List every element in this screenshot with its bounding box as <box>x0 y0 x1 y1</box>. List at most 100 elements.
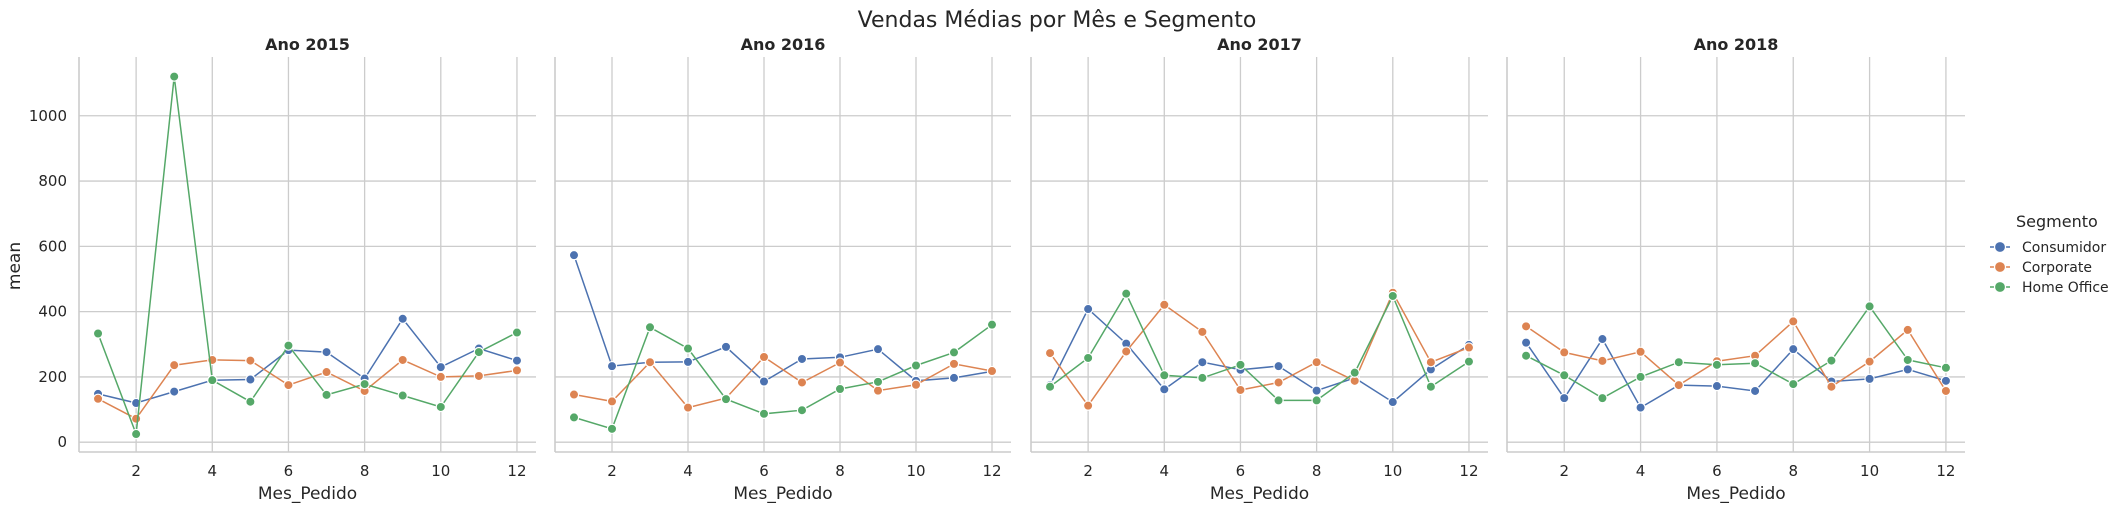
data-point-corporate <box>511 365 523 376</box>
x-tick-label: 8 <box>835 462 845 480</box>
data-point-home-office <box>169 71 180 82</box>
data-point-corporate <box>644 357 656 368</box>
x-tick-label: 8 <box>360 462 370 480</box>
data-point-corporate <box>1425 357 1437 368</box>
legend-entry-home-office: Home Office <box>1990 280 2109 296</box>
data-point-corporate <box>1940 385 1952 397</box>
series-line-home-office <box>97 76 518 435</box>
data-point-corporate <box>92 393 104 404</box>
legend-entry-consumidor: Consumidor <box>1990 240 2106 256</box>
x-tick-label: 2 <box>131 462 141 480</box>
series-line-home-office <box>1525 305 1947 399</box>
data-point-corporate <box>568 389 580 400</box>
facet-panel-3: Ano 2017 2 4 6 8 10 12 Mes_Pedido <box>1030 35 1488 504</box>
data-point-corporate <box>606 396 618 407</box>
data-point-home-office <box>1597 392 1608 404</box>
data-point-home-office <box>1559 370 1570 381</box>
data-point-home-office <box>986 319 998 330</box>
y-tick-label: 400 <box>38 303 67 321</box>
x-tick-label: 4 <box>1636 462 1646 480</box>
x-tick-label: 10 <box>1860 462 1879 480</box>
x-tick-label: 12 <box>1936 462 1955 480</box>
data-point-home-office <box>397 390 408 401</box>
legend-marker <box>1993 240 2007 254</box>
data-point-corporate <box>1235 384 1246 396</box>
data-point-corporate <box>1788 316 1799 327</box>
data-point-corporate <box>1463 342 1475 353</box>
x-tick-label: 4 <box>1160 462 1170 480</box>
data-point-home-office <box>1273 395 1284 406</box>
data-point-consumidor <box>568 249 580 261</box>
data-point-corporate <box>435 371 446 383</box>
data-point-consumidor <box>796 353 808 365</box>
data-point-corporate <box>1311 357 1322 368</box>
data-point-home-office <box>1520 350 1532 361</box>
data-point-corporate <box>397 354 408 366</box>
data-point-corporate <box>1635 346 1646 357</box>
data-point-home-office <box>1940 362 1952 373</box>
data-point-consumidor <box>1788 343 1799 355</box>
legend: Segmento Consumidor Corporate Home Office <box>1990 212 2109 296</box>
x-tick-label: 6 <box>759 462 769 480</box>
series-line-home-office <box>1049 292 1470 402</box>
data-point-corporate <box>169 359 180 371</box>
x-tick-label: 10 <box>1383 462 1402 480</box>
data-point-consumidor <box>1311 385 1322 396</box>
y-tick-label: 0 <box>57 433 67 451</box>
data-point-corporate <box>1597 355 1608 367</box>
data-point-home-office <box>435 401 446 413</box>
x-axis-label: Mes_Pedido <box>258 484 357 504</box>
data-point-home-office <box>1635 371 1646 383</box>
data-point-corporate <box>283 379 294 391</box>
y-tick-label: 1000 <box>29 107 67 125</box>
data-point-home-office <box>1387 290 1398 302</box>
data-point-home-office <box>130 428 142 440</box>
series-line-corporate <box>573 356 993 409</box>
data-point-home-office <box>568 412 580 423</box>
data-point-consumidor <box>321 346 332 358</box>
x-tick-label: 6 <box>1712 462 1722 480</box>
data-point-corporate <box>682 402 694 413</box>
data-point-home-office <box>511 327 523 338</box>
data-point-consumidor <box>1940 375 1952 387</box>
data-point-home-office <box>682 343 694 354</box>
data-point-consumidor <box>1387 396 1398 408</box>
facet-panels: Ano 2015 2 4 6 8 10 12 0 200 400 600 800 1000 Mes_Ped… <box>29 35 1965 504</box>
data-point-consumidor <box>1559 392 1570 404</box>
data-point-home-office <box>948 347 960 358</box>
data-point-home-office <box>359 378 370 390</box>
series-line-consumidor <box>1525 337 1947 409</box>
data-point-home-office <box>1711 359 1723 371</box>
data-point-home-office <box>245 396 256 407</box>
data-point-home-office <box>1349 367 1360 378</box>
y-tick-label: 800 <box>38 172 67 190</box>
data-point-consumidor <box>1902 364 1913 375</box>
y-tick-label: 600 <box>38 237 67 255</box>
data-point-corporate <box>1197 326 1208 338</box>
data-point-corporate <box>1044 347 1056 359</box>
data-point-consumidor <box>1197 357 1208 368</box>
data-point-consumidor <box>606 360 618 372</box>
panel-title: Ano 2016 <box>741 35 826 54</box>
data-point-corporate <box>910 379 922 390</box>
data-point-consumidor <box>245 374 256 385</box>
data-point-consumidor <box>1864 373 1875 385</box>
series-line-consumidor <box>97 317 518 404</box>
data-point-corporate <box>321 366 332 378</box>
data-point-consumidor <box>1159 384 1170 395</box>
legend-entry-corporate: Corporate <box>1990 260 2092 276</box>
data-point-home-office <box>644 322 656 333</box>
data-point-consumidor <box>682 356 694 368</box>
data-point-home-office <box>872 376 884 388</box>
data-point-corporate <box>1520 321 1532 332</box>
x-axis-label: Mes_Pedido <box>1210 484 1309 504</box>
data-point-home-office <box>1749 358 1761 369</box>
data-point-corporate <box>1559 347 1570 358</box>
data-point-home-office <box>1425 381 1437 392</box>
data-point-consumidor <box>511 355 523 366</box>
data-point-home-office <box>1044 381 1056 392</box>
data-point-corporate <box>1159 299 1170 310</box>
legend-label: Home Office <box>2022 280 2109 296</box>
x-axis-label: Mes_Pedido <box>733 484 832 504</box>
facet-panel-2: Ano 2016 2 4 6 8 10 12 Mes_Pedido <box>554 35 1011 504</box>
